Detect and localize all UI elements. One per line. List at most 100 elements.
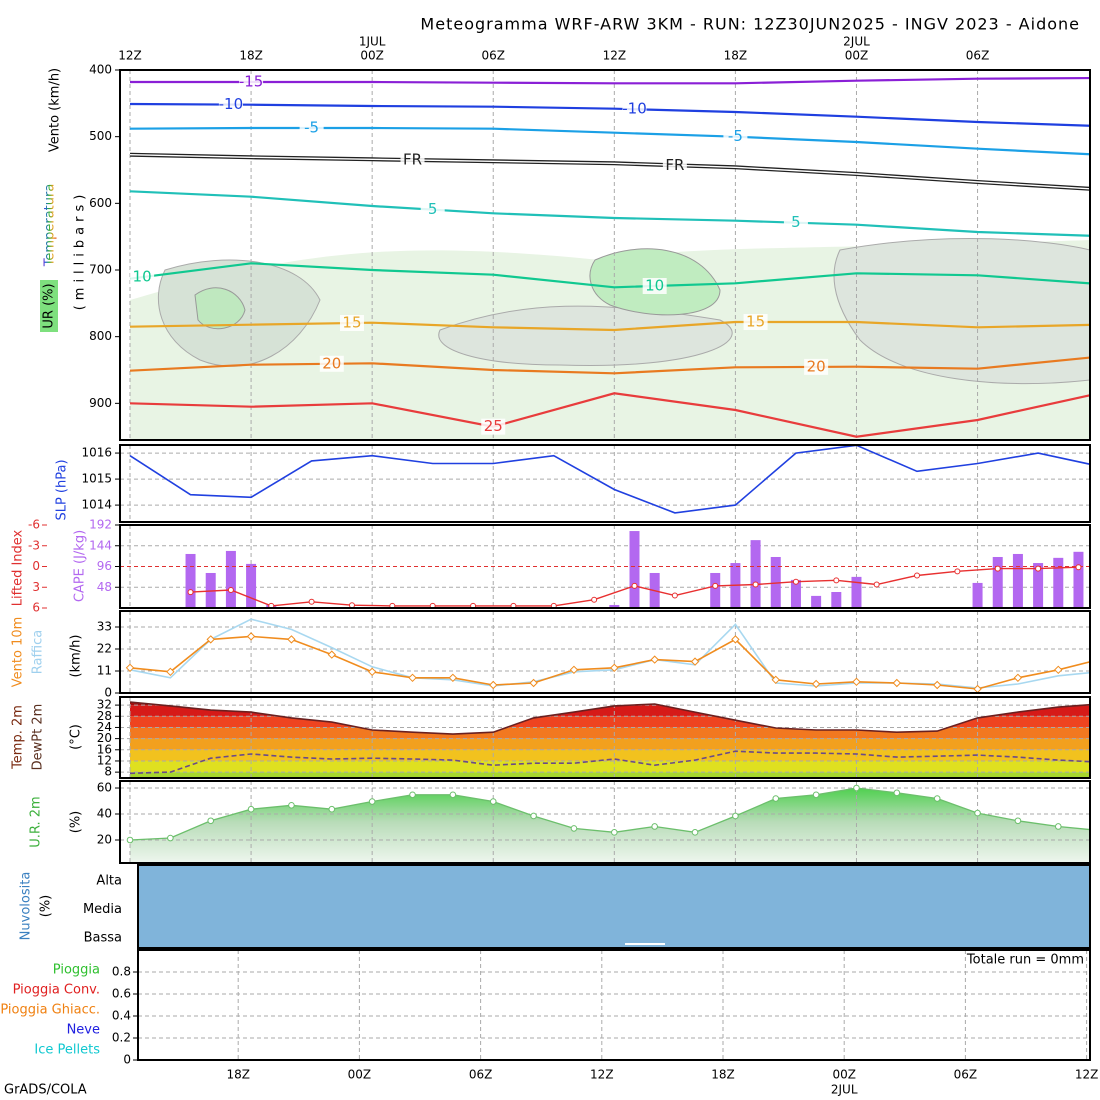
x-tick-label: 00Z [348,1068,372,1082]
contour-line [129,126,1090,156]
marker [408,673,417,683]
temp-bands [130,702,1090,778]
axis-label: Nuvolosita [19,872,34,941]
axis-label: (km/h) [69,635,84,678]
y-tick-label: 1015 [81,472,112,486]
axis-label: Temp. 2m [11,705,26,770]
frame [137,949,1091,1061]
axis-label: Temperatura [43,184,58,268]
x-tick-label: 12Z [590,1068,614,1082]
x-tick-label: 06Z [481,49,505,63]
marker [247,805,255,813]
marker [731,635,740,644]
marker [752,581,759,588]
x-tick-label: 12Z [1075,1068,1099,1082]
marker [530,812,537,820]
marker [591,596,598,603]
marker [852,677,861,687]
marker [811,679,821,689]
marker [611,829,618,836]
area [130,788,1090,863]
marker [167,834,174,842]
x-tick-label: 18Z [226,1068,250,1082]
marker [510,602,517,608]
bar [831,592,842,608]
contour-line [129,102,1090,127]
panel [120,697,1090,778]
y-tick-label: 900 [89,396,112,410]
label-bg [299,120,324,136]
contour-line [129,154,1090,190]
bar [609,604,620,608]
contour-label: 10 [645,277,664,295]
contour-label: 20 [807,357,826,375]
label-bg [40,280,58,332]
bar [710,572,721,608]
x-tick-label: 18Z [724,49,748,63]
marker [328,805,336,813]
marker [690,657,700,666]
marker [207,817,215,825]
x-tick-label: 00Z [360,49,384,63]
axis-label: Vento 10m [11,617,26,688]
frame [119,610,1091,694]
marker [892,678,902,688]
marker [125,663,135,673]
marker [569,665,579,675]
y-tick-label: 1016 [81,446,112,460]
x-date-label: 2JUL [843,35,870,49]
marker [308,598,315,605]
marker [348,602,355,608]
marker [712,582,719,589]
marker [853,784,860,792]
marker [489,680,498,690]
y-tick-label: 0.4 [112,1009,131,1023]
x-tick-label: 12Z [603,49,627,63]
y-tick-label: 48 [97,580,112,594]
marker [389,602,396,608]
y-tick-label: 0.6 [112,987,131,1001]
contour-label: -15 [239,73,264,91]
bar [811,595,822,608]
axis-label: Vento (km/h) [48,68,63,152]
panel [120,445,1090,522]
marker [691,829,699,836]
label-bg [400,152,425,168]
marker [893,789,901,797]
x-tick-label: 06Z [966,49,990,63]
temp-band [130,705,1090,717]
x-tick-label: 18Z [711,1068,735,1082]
contour-label: 5 [791,213,801,231]
marker [651,823,658,830]
marker [873,581,880,588]
y-tick-label: 11 [97,664,112,678]
y-tick-label: 600 [89,196,112,210]
y-tick-label: 400 [89,63,112,77]
bar [1053,557,1064,608]
contour-line [129,356,1090,375]
panel [138,950,1090,1060]
axis-label: SLP (hPa) [55,459,70,520]
contour-line [129,320,1090,332]
bar [972,582,983,608]
axis-label: (%) [39,895,54,918]
marker [126,836,134,844]
title: Meteogramma WRF-ARW 3KM - RUN: 12Z30JUN2… [420,15,1080,34]
marker [610,663,619,673]
axis-label: U.R. 2m [29,796,44,847]
label-bg [723,128,748,145]
axis-label: CAPE (J/kg) [73,530,88,602]
label-bg [319,355,344,372]
panel [120,525,1090,608]
label-bg [622,101,647,118]
temp-band [130,738,1090,750]
contour-label: -10 [219,95,244,113]
marker [550,602,557,608]
axis-label: (%) [69,811,84,834]
y2-tick-label: -6 [28,518,40,532]
contour-label: FR [403,151,422,169]
marker [732,812,739,820]
temp-band [130,772,1090,778]
marker [932,680,942,690]
